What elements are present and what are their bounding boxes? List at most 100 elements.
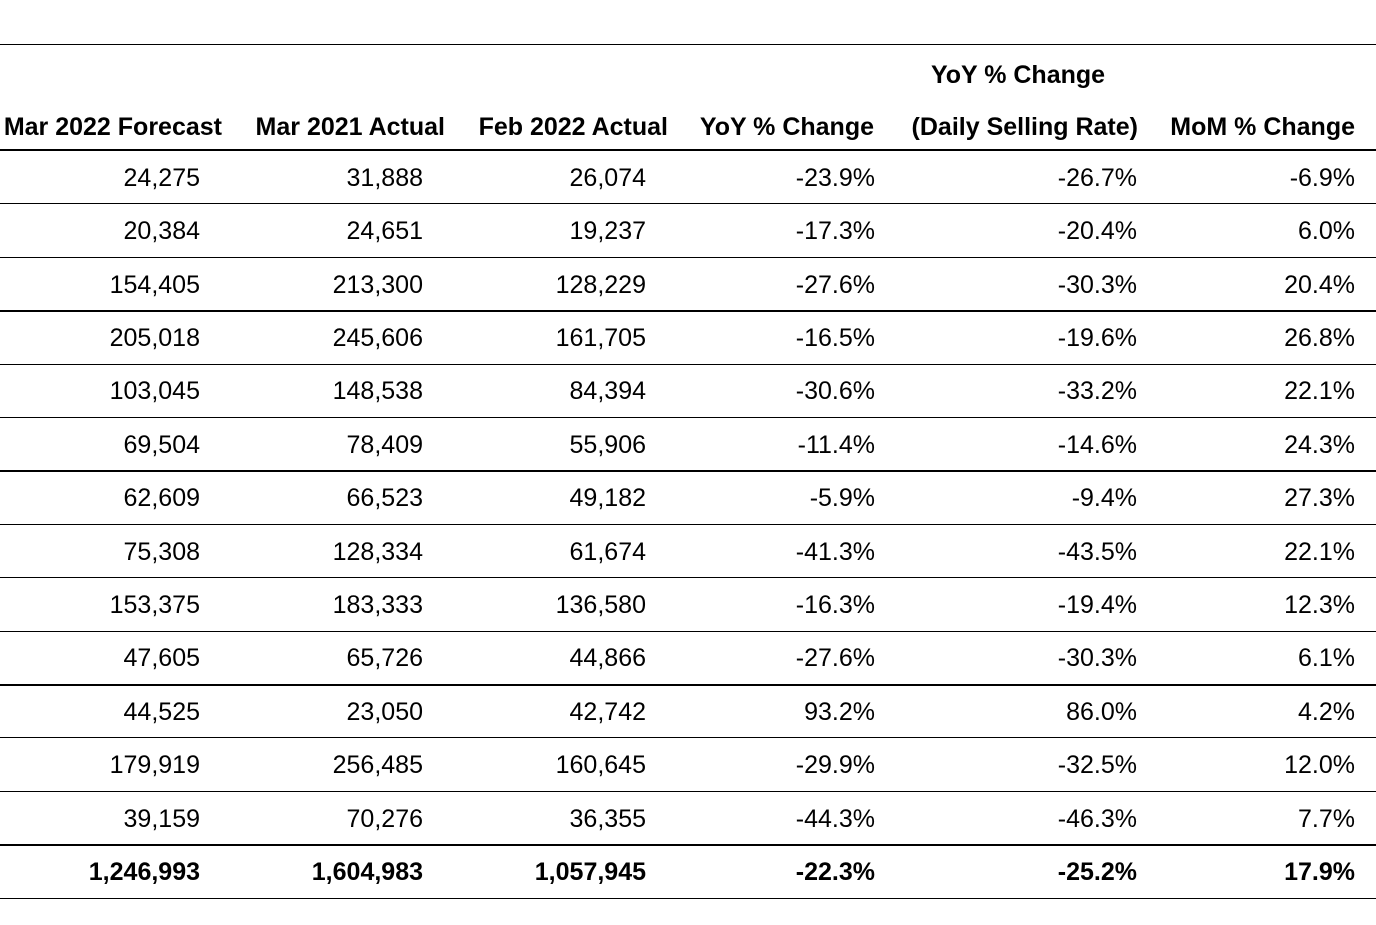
total-cell-feb-2022-actual: 1,057,945 [534, 858, 646, 886]
table-cell-feb-2022-actual: 61,674 [569, 538, 646, 566]
table-cell-yoy-daily-change: -14.6% [1057, 431, 1137, 459]
row-separator [0, 791, 1376, 792]
table-cell-mar-2021-actual: 245,606 [332, 324, 423, 352]
table-cell-yoy-daily-change: -19.6% [1057, 324, 1137, 352]
table-cell-mar-2022-forecast: 154,405 [109, 271, 200, 299]
table-cell-mar-2022-forecast: 44,525 [123, 698, 200, 726]
group-separator [0, 470, 1376, 472]
table-cell-feb-2022-actual: 161,705 [555, 324, 646, 352]
table-cell-mom-change: 6.0% [1298, 217, 1355, 245]
row-separator [0, 257, 1376, 258]
table-cell-feb-2022-actual: 128,229 [555, 271, 646, 299]
table-cell-feb-2022-actual: 19,237 [569, 217, 646, 245]
row-separator [0, 417, 1376, 418]
table-cell-mar-2021-actual: 66,523 [346, 484, 423, 512]
table-cell-yoy-daily-change: -20.4% [1057, 217, 1137, 245]
table-cell-mom-change: 12.3% [1284, 591, 1355, 619]
header-mar-2022-forecast: Mar 2022 Forecast [3, 113, 222, 141]
table-cell-yoy-change: -29.9% [795, 751, 875, 779]
table-cell-mom-change: 27.3% [1284, 484, 1355, 512]
table-cell-yoy-change: -23.9% [795, 164, 875, 192]
group-separator [0, 310, 1376, 312]
table-top-border [0, 44, 1376, 45]
table-cell-mom-change: 12.0% [1284, 751, 1355, 779]
table-cell-mar-2022-forecast: 75,308 [123, 538, 200, 566]
table-cell-mar-2021-actual: 213,300 [332, 271, 423, 299]
table-cell-yoy-change: -27.6% [795, 271, 875, 299]
table-cell-feb-2022-actual: 42,742 [569, 698, 646, 726]
table-cell-mar-2022-forecast: 153,375 [109, 591, 200, 619]
table-cell-yoy-daily-change: -19.4% [1057, 591, 1137, 619]
table-cell-yoy-change: -44.3% [795, 805, 875, 833]
row-separator [0, 524, 1376, 525]
table-cell-mom-change: 22.1% [1284, 538, 1355, 566]
table-cell-mar-2021-actual: 148,538 [332, 377, 423, 405]
table-cell-mom-change: 22.1% [1284, 377, 1355, 405]
total-cell-mar-2021-actual: 1,604,983 [311, 858, 423, 886]
group-separator [0, 684, 1376, 686]
table-cell-yoy-daily-change: -30.3% [1057, 644, 1137, 672]
table-cell-mar-2022-forecast: 39,159 [123, 805, 200, 833]
table-cell-mar-2021-actual: 24,651 [346, 217, 423, 245]
table-cell-mar-2022-forecast: 47,605 [123, 644, 200, 672]
table-cell-mom-change: 20.4% [1284, 271, 1355, 299]
table-cell-feb-2022-actual: 44,866 [569, 644, 646, 672]
header-yoy-daily-top: YoY % Change [930, 61, 1106, 89]
table-cell-mar-2021-actual: 128,334 [332, 538, 423, 566]
total-separator [0, 844, 1376, 846]
table-cell-yoy-daily-change: -46.3% [1057, 805, 1137, 833]
row-separator [0, 203, 1376, 204]
header-mar-2021-actual: Mar 2021 Actual [255, 113, 445, 141]
table-cell-mom-change: 26.8% [1284, 324, 1355, 352]
table-cell-yoy-change: 93.2% [804, 698, 875, 726]
row-separator [0, 631, 1376, 632]
table-cell-mar-2022-forecast: 205,018 [109, 324, 200, 352]
header-mom-change: MoM % Change [1170, 113, 1355, 141]
table-cell-feb-2022-actual: 26,074 [569, 164, 646, 192]
table-cell-yoy-change: -16.5% [795, 324, 875, 352]
table-cell-mar-2022-forecast: 62,609 [123, 484, 200, 512]
table-cell-yoy-change: -5.9% [809, 484, 875, 512]
row-separator [0, 737, 1376, 738]
table-cell-yoy-change: -16.3% [795, 591, 875, 619]
table-cell-feb-2022-actual: 84,394 [569, 377, 646, 405]
table-cell-feb-2022-actual: 36,355 [569, 805, 646, 833]
table-cell-yoy-change: -30.6% [795, 377, 875, 405]
table-cell-feb-2022-actual: 55,906 [569, 431, 646, 459]
row-separator [0, 577, 1376, 578]
row-separator [0, 364, 1376, 365]
total-cell-mar-2022-forecast: 1,246,993 [88, 858, 200, 886]
table-cell-mar-2022-forecast: 20,384 [123, 217, 200, 245]
table-cell-yoy-daily-change: -30.3% [1057, 271, 1137, 299]
table-cell-mom-change: 24.3% [1284, 431, 1355, 459]
table-cell-mom-change: -6.9% [1289, 164, 1355, 192]
table-cell-yoy-change: -11.4% [797, 431, 875, 459]
header-feb-2022-actual: Feb 2022 Actual [478, 113, 668, 141]
total-cell-mom-change: 17.9% [1284, 858, 1355, 886]
table-cell-mar-2021-actual: 256,485 [332, 751, 423, 779]
table-cell-yoy-daily-change: -9.4% [1071, 484, 1137, 512]
table-cell-mar-2021-actual: 78,409 [346, 431, 423, 459]
header-yoy-change: YoY % Change [699, 113, 874, 141]
table-cell-yoy-change: -41.3% [795, 538, 875, 566]
table-cell-mar-2022-forecast: 103,045 [109, 377, 200, 405]
table-cell-mar-2022-forecast: 179,919 [109, 751, 200, 779]
table-cell-yoy-daily-change: -32.5% [1057, 751, 1137, 779]
table-cell-mar-2021-actual: 23,050 [346, 698, 423, 726]
table-cell-feb-2022-actual: 160,645 [555, 751, 646, 779]
table-cell-feb-2022-actual: 49,182 [569, 484, 646, 512]
table-cell-mar-2022-forecast: 69,504 [123, 431, 200, 459]
total-cell-yoy-daily-change: -25.2% [1057, 858, 1137, 886]
table-cell-yoy-change: -27.6% [795, 644, 875, 672]
table-bottom-border [0, 898, 1376, 899]
table-cell-mar-2021-actual: 70,276 [346, 805, 423, 833]
table-cell-yoy-daily-change: -26.7% [1057, 164, 1137, 192]
total-cell-yoy-change: -22.3% [795, 858, 875, 886]
table-cell-mar-2021-actual: 31,888 [346, 164, 423, 192]
header-bottom-border [0, 149, 1376, 151]
table-cell-mar-2021-actual: 183,333 [332, 591, 423, 619]
table-cell-yoy-daily-change: 86.0% [1066, 698, 1137, 726]
table-cell-mom-change: 4.2% [1298, 698, 1355, 726]
table-cell-mar-2021-actual: 65,726 [346, 644, 423, 672]
